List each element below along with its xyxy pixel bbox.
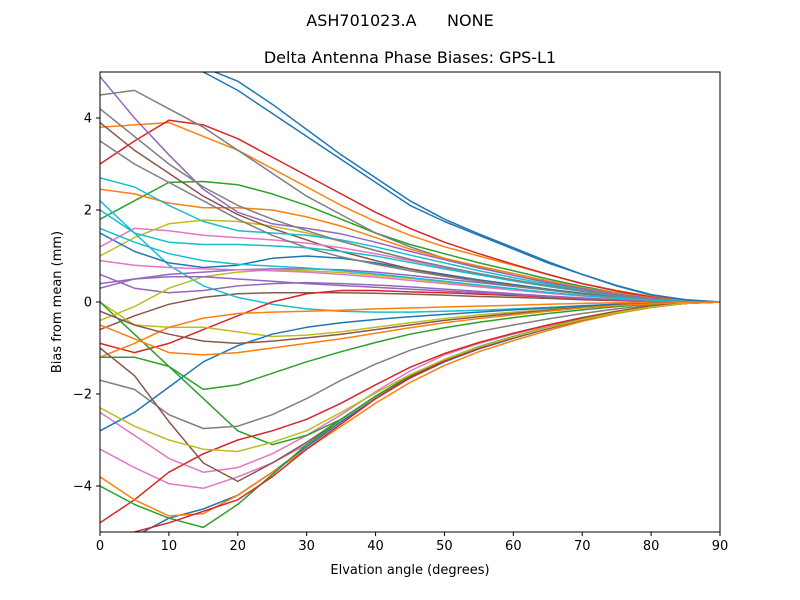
series-line-22 <box>100 301 720 358</box>
series-line-25 <box>100 76 720 303</box>
x-tick-label: 90 <box>712 539 729 554</box>
series-line-35 <box>100 275 720 303</box>
series-line-23 <box>100 301 720 391</box>
series-line-28 <box>100 140 720 303</box>
series-line-32 <box>100 301 720 517</box>
series-line-4 <box>100 119 720 303</box>
y-tick-label: −4 <box>73 480 92 495</box>
series-line-12 <box>100 188 720 303</box>
x-tick-label: 30 <box>298 539 315 554</box>
x-tick-label: 70 <box>574 539 591 554</box>
series-line-38 <box>100 108 720 303</box>
series-line-21 <box>100 301 720 432</box>
x-tick-label: 0 <box>96 539 104 554</box>
series-line-18 <box>100 301 720 430</box>
x-tick-label: 40 <box>367 539 384 554</box>
x-tick-label: 50 <box>436 539 453 554</box>
series-line-39 <box>100 301 720 453</box>
series-line-40 <box>100 227 720 303</box>
x-tick-label: 60 <box>505 539 522 554</box>
y-tick-label: 4 <box>84 112 92 127</box>
y-tick-label: 0 <box>84 296 92 311</box>
y-axis-label: Bias from mean (mm) <box>50 231 65 373</box>
y-tick-label: −2 <box>73 388 92 403</box>
x-tick-label: 80 <box>643 539 660 554</box>
series-line-41 <box>212 72 720 303</box>
x-tick-label: 10 <box>161 539 178 554</box>
x-tick-label: 20 <box>230 539 247 554</box>
figure-suptitle: ASH701023.A NONE <box>306 11 493 30</box>
series-layer <box>100 72 720 532</box>
x-axis-label: Elvation angle (degrees) <box>330 563 489 578</box>
series-line-42 <box>100 301 720 356</box>
y-axis: −4 −2 0 2 4 <box>73 112 100 495</box>
x-axis: 0 10 20 30 40 50 60 70 80 90 <box>96 532 728 554</box>
series-line-24 <box>100 301 720 524</box>
chart-title: Delta Antenna Phase Biases: GPS-L1 <box>264 48 556 67</box>
y-tick-label: 2 <box>84 204 92 219</box>
